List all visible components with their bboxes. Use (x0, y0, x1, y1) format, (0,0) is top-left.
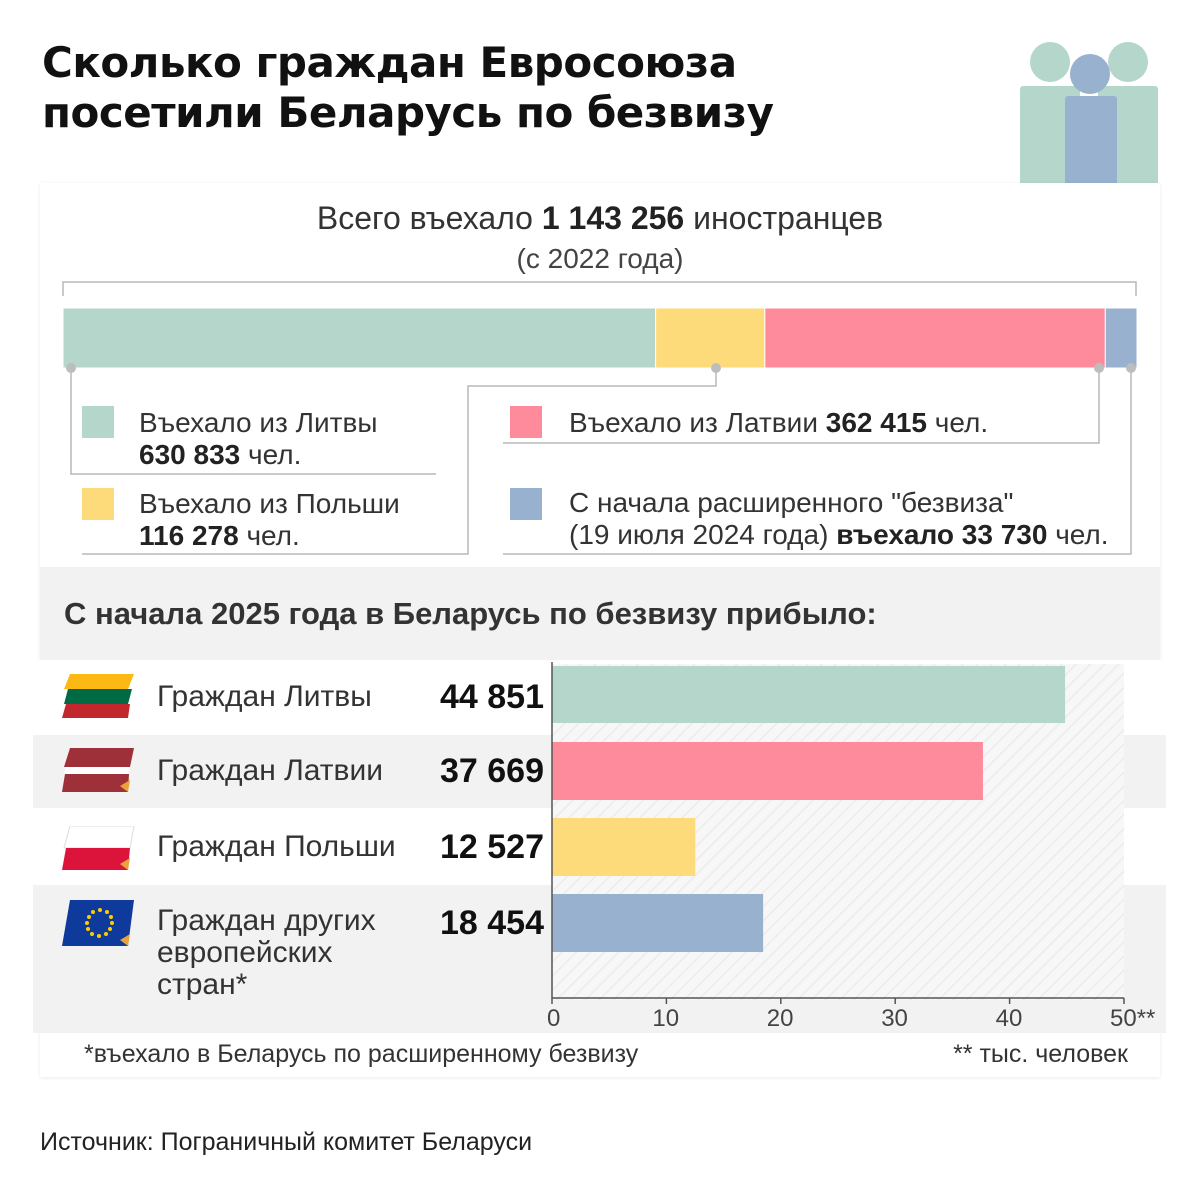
legend-extended-date: (19 июля 2024 года) (569, 519, 829, 550)
bar-latvia (552, 742, 983, 800)
legend-latvia-label: Въехало из Латвии (569, 407, 818, 438)
row-label-other-line2: европейских (157, 936, 333, 969)
title-line-1: Сколько граждан Евросоюза (42, 38, 737, 87)
connector-poland (82, 368, 717, 555)
legend-swatch-extended (510, 488, 542, 520)
page-title: Сколько граждан Евросоюза посетили Белар… (42, 38, 942, 138)
row-label-poland: Граждан Польши (157, 830, 396, 863)
source-note: Источник: Пограничный комитет Беларуси (40, 1128, 533, 1156)
legend-lithuania-label: Въехало из Литвы (139, 407, 378, 438)
bar-other (552, 894, 764, 952)
legend-latvia-value: 362 415 (825, 407, 927, 438)
legend-poland: Въехало из Польши 116 278 чел. (139, 488, 400, 552)
footnote-extended: *въехало в Беларусь по расширенному безв… (84, 1040, 639, 1068)
stack-segment-poland (655, 307, 766, 369)
row-value-latvia: 37 669 (440, 752, 544, 790)
horizontal-bar-chart: 0 10 20 30 40 50** (547, 662, 1155, 1032)
total-number: 1 143 256 (541, 200, 685, 236)
stack-segment-extended (1104, 307, 1138, 369)
x-tick-label: 50** (1110, 1005, 1155, 1032)
footnote-band (40, 1033, 1160, 1077)
stack-segment-lithuania (62, 307, 657, 369)
legend-extended-line1: С начала расширенного "безвиза" (569, 487, 1014, 518)
legend-poland-value: 116 278 (139, 520, 239, 551)
total-suffix: иностранцев (693, 200, 884, 236)
stacked-bar-chart (62, 281, 1138, 555)
summary-panel (40, 183, 1160, 567)
eu-flag-icon (62, 900, 134, 946)
connector-extended (503, 368, 1132, 555)
x-tick-label: 20 (767, 1005, 794, 1032)
row-value-other: 18 454 (440, 904, 544, 942)
stack-segment-latvia (764, 307, 1106, 369)
legend-lithuania: Въехало из Литвы 630 833 чел. (139, 407, 378, 471)
legend-latvia-unit: чел. (934, 407, 989, 438)
legend-swatch-poland (82, 488, 114, 520)
row-label-other-line1: Граждан других (157, 904, 376, 937)
row-value-poland: 12 527 (440, 828, 544, 866)
legend-extended-verb: въехало (836, 519, 954, 550)
legend-lithuania-unit: чел. (248, 439, 302, 470)
row-label-other: Граждан других европейских стран* (157, 905, 376, 1001)
row-label-lithuania: Граждан Литвы (157, 680, 372, 713)
bar-poland (552, 818, 696, 876)
total-heading: Всего въехало 1 143 256 иностранцев (0, 200, 1200, 237)
row-label-latvia: Граждан Латвии (157, 754, 383, 787)
row-label-other-line3: стран* (157, 968, 248, 1001)
latvia-flag-icon (62, 748, 134, 792)
lithuania-flag-icon (62, 674, 134, 718)
poland-flag-icon (62, 826, 135, 870)
legend-extended: С начала расширенного "безвиза" (19 июля… (569, 487, 1149, 551)
legend-extended-value: 33 730 (961, 519, 1048, 550)
legend-lithuania-value: 630 833 (139, 439, 241, 470)
x-tick-label: 30 (881, 1005, 908, 1032)
x-tick-label: 0 (547, 1005, 560, 1032)
legend-latvia: Въехало из Латвии 362 415 чел. (569, 407, 988, 439)
legend-extended-unit: чел. (1055, 519, 1109, 550)
people-icon (1020, 42, 1158, 210)
x-tick-label: 40 (996, 1005, 1023, 1032)
x-tick-label: 10 (652, 1005, 679, 1032)
footnote-units: ** тыс. человек (953, 1040, 1128, 1068)
legend-swatch-latvia (510, 406, 542, 438)
connector-lithuania (70, 368, 436, 475)
connector-latvia (503, 368, 1100, 444)
total-bracket (62, 281, 1137, 296)
title-line-2: посетили Беларусь по безвизу (42, 88, 774, 137)
total-prefix: Всего въехало (316, 200, 533, 236)
row-value-lithuania: 44 851 (440, 678, 544, 716)
total-since: (с 2022 года) (516, 243, 684, 274)
bar-lithuania (552, 666, 1066, 723)
legend-swatch-lithuania (82, 406, 114, 438)
legend-poland-label: Въехало из Польши (139, 488, 400, 519)
legend-poland-unit: чел. (246, 520, 300, 551)
section-title: С начала 2025 года в Беларусь по безвизу… (64, 596, 877, 631)
